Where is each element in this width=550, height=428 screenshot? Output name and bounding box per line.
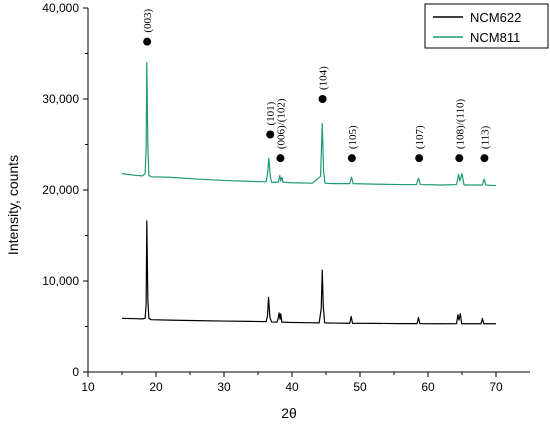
y-tick-label: 40,000 xyxy=(42,1,79,15)
x-tick-label: 30 xyxy=(217,380,231,394)
series-line-ncm622 xyxy=(121,220,496,325)
peak-label: (003) xyxy=(142,9,154,33)
y-axis-title: Intensity, counts xyxy=(5,155,21,255)
x-tick-label: 70 xyxy=(489,380,503,394)
series-layer xyxy=(121,62,496,325)
peak-label: (104) xyxy=(318,66,330,90)
peak-marker-dot xyxy=(276,154,285,163)
legend-label-ncm811: NCM811 xyxy=(470,30,520,45)
peak-marker-dot xyxy=(480,154,489,163)
peak-label: (101) xyxy=(265,101,277,125)
x-tick-label: 40 xyxy=(285,380,299,394)
peak-markers: (003) (101)(006)/(102) (104) (105) (107) (108… xyxy=(142,9,491,163)
peak-label: (108)/(110) xyxy=(454,99,466,150)
peak-marker-dot xyxy=(318,95,327,103)
series-line-ncm811 xyxy=(121,62,496,187)
peak-marker-dot xyxy=(347,154,356,163)
x-tick-label: 50 xyxy=(353,380,367,394)
x-tick-label: 60 xyxy=(421,380,435,394)
x-tick-label: 20 xyxy=(149,380,163,394)
axes: 10 20 30 40 50 60 70 0 10,000 20,000 30,000 40,000 2… xyxy=(5,1,530,421)
y-tick-label: 0 xyxy=(72,365,79,379)
peak-marker-dot xyxy=(266,130,275,139)
peak-label: (107) xyxy=(414,125,426,149)
peak-label: (113) xyxy=(479,125,491,149)
y-tick-label: 10,000 xyxy=(42,274,79,288)
peak-label: (006)/(102) xyxy=(275,98,287,149)
x-tick-label: 10 xyxy=(81,380,95,394)
peak-marker-dot xyxy=(143,37,152,46)
legend: NCM622 NCM811 xyxy=(424,3,549,49)
y-tick-label: 30,000 xyxy=(42,92,79,106)
y-tick-label: 20,000 xyxy=(42,183,79,197)
peak-marker-dot xyxy=(415,154,424,163)
peak-label: (105) xyxy=(347,125,359,149)
x-axis-title: 2θ xyxy=(281,405,297,421)
legend-label-ncm622: NCM622 xyxy=(470,10,521,25)
peak-marker-dot xyxy=(455,154,464,163)
legend-box xyxy=(424,3,549,49)
